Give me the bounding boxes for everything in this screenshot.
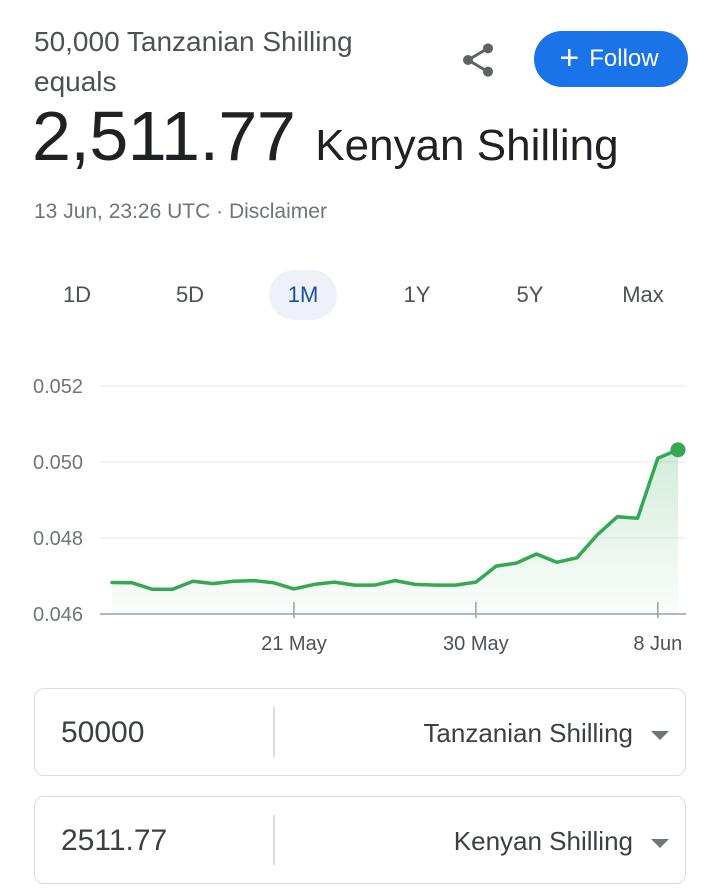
data-point [354,584,356,586]
data-point [151,588,153,590]
disclaimer-link[interactable]: Disclaimer [228,200,327,223]
data-point [495,565,497,567]
data-point [333,581,335,583]
follow-button[interactable]: + Follow [534,31,688,87]
data-point [536,553,538,555]
from-currency-label: Tanzanian Shilling [423,717,633,748]
y-tick-label: 0.048 [33,528,83,550]
tab-1d[interactable]: 1D [62,282,92,307]
data-point [515,562,517,564]
x-tick-label: 21 May [261,633,327,655]
tab-max[interactable]: Max [622,282,664,307]
data-point [192,580,194,582]
data-point [374,584,376,586]
data-point [111,581,113,583]
time-range-tabs: 1D 5D 1M 1Y 5Y Max [20,270,700,320]
data-point [172,588,174,590]
y-tick-label: 0.052 [33,376,83,398]
data-point [212,583,214,585]
data-point [576,557,578,559]
to-amount-input[interactable]: 2511.77 [61,824,168,857]
data-point [414,583,416,585]
to-currency-row: 2511.77 Kenyan Shilling [34,796,686,884]
chevron-down-icon [651,838,669,848]
chart-line [110,448,680,592]
latest-point [670,442,686,458]
tab-1y[interactable]: 1Y [403,282,431,307]
separator: · [210,200,229,223]
tab-5y[interactable]: 5Y [516,282,544,307]
timestamp-line: 13 Jun, 23:26 UTC · Disclaimer [34,198,327,226]
plus-icon: + [559,38,580,77]
divider [273,707,275,757]
data-point [293,588,295,590]
data-point [637,517,639,519]
divider [273,815,275,865]
to-currency-select[interactable]: Kenyan Shilling [454,797,669,885]
result-value: 2,511.77 [32,97,296,175]
tab-5d[interactable]: 5D [175,282,205,307]
share-button[interactable] [456,38,500,82]
data-point [253,580,255,582]
tab-1m[interactable]: 1M [269,270,337,320]
chart-svg: 0.052 0.050 0.048 0.046 21 May 30 May 8 Jun [33,376,686,655]
result-display: 2,511.77 Kenyan Shilling [32,96,619,186]
data-point [273,582,275,584]
data-point [455,584,457,586]
to-currency-label: Kenyan Shilling [453,825,633,856]
data-point [596,534,598,536]
data-point [556,561,558,563]
follow-label: Follow [589,45,659,72]
data-point [232,580,234,582]
timestamp: 13 Jun, 23:26 UTC [34,200,211,223]
share-icon [463,43,493,77]
result-currency: Kenyan Shilling [315,121,619,170]
y-tick-label: 0.046 [33,604,83,626]
chevron-down-icon [651,730,669,740]
data-point [475,581,477,583]
from-currency-row: 50000 Tanzanian Shilling [34,688,686,776]
equals-line: 50,000 Tanzanian Shilling equals [34,26,353,97]
data-point [657,457,659,459]
data-point [394,580,396,582]
x-tick-label: 30 May [443,633,509,655]
x-tick-label: 8 Jun [633,633,682,655]
exchange-rate-chart[interactable]: 0.052 0.050 0.048 0.046 21 May 30 May 8 Jun [0,340,717,670]
data-point [434,584,436,586]
chart-area-fill [112,449,678,614]
data-point [131,582,133,584]
data-point [313,583,315,585]
data-point [616,516,618,518]
y-tick-label: 0.050 [33,452,83,474]
from-currency-select[interactable]: Tanzanian Shilling [423,689,669,777]
from-amount-input[interactable]: 50000 [61,716,145,749]
